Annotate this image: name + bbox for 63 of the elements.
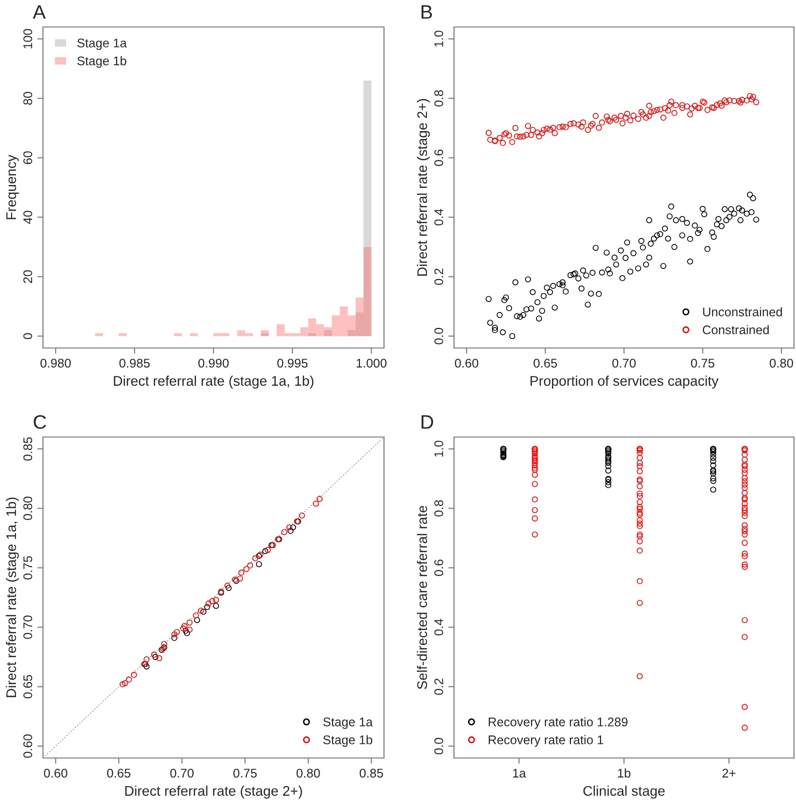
x-tick-label: 0.990 xyxy=(198,358,229,368)
chart-title: A xyxy=(32,5,46,19)
y-axis-title: Frequency xyxy=(6,154,19,220)
y-tick-label: 0.75 xyxy=(23,556,32,580)
x-tick-label: 0.70 xyxy=(612,358,636,368)
y-tick-label: 0.80 xyxy=(23,496,32,520)
y-tick-label: 0.4 xyxy=(434,208,444,226)
x-tick-label: 0.60 xyxy=(454,358,478,368)
legend-label: Unconstrained xyxy=(703,307,782,316)
x-tick-label: 2+ xyxy=(722,768,736,778)
y-axis-title: Direct referral rate (stage 2+) xyxy=(416,99,430,276)
y-tick-label: 1.0 xyxy=(434,30,444,47)
legend-label: Stage 1b xyxy=(77,56,126,68)
x-tick-label: 0.60 xyxy=(44,768,68,778)
legend-label: Recovery rate ratio 1 xyxy=(488,735,604,747)
legend-label: Stage 1b xyxy=(323,735,372,747)
legend-label: Stage 1a xyxy=(323,718,373,729)
y-tick-label: 60 xyxy=(23,151,32,164)
y-tick-label: 0.60 xyxy=(23,734,32,758)
y-tick-label: 0.6 xyxy=(434,560,444,576)
y-tick-label: 0.4 xyxy=(434,618,444,636)
x-tick-label: 0.75 xyxy=(691,358,714,368)
x-tick-label: 0.70 xyxy=(170,768,194,778)
y-tick-label: 40 xyxy=(23,210,32,224)
x-axis-title: Direct referral rate (stage 2+) xyxy=(125,786,302,799)
x-tick-label: 1b xyxy=(618,768,630,778)
y-tick-label: 0 xyxy=(23,333,32,340)
y-tick-label: 0.0 xyxy=(434,328,444,344)
y-tick-label: 0.70 xyxy=(23,616,32,639)
x-tick-label: 0.980 xyxy=(40,358,71,368)
x-axis-title: Proportion of services capacity xyxy=(530,376,719,389)
x-tick-label: 0.985 xyxy=(119,358,150,368)
x-tick-label: 0.995 xyxy=(277,358,308,368)
x-tick-label: 0.65 xyxy=(534,358,557,368)
x-axis-title: Direct referral rate (stage 1a, 1b) xyxy=(114,376,314,389)
y-tick-label: 0.85 xyxy=(23,437,32,461)
x-tick-label: 1a xyxy=(513,768,526,778)
y-tick-label: 100 xyxy=(23,28,32,48)
x-axis-title: Clinical stage xyxy=(583,786,665,799)
y-axis-title: Direct referral rate (stage 1a, 1b) xyxy=(6,498,19,698)
y-tick-label: 0.6 xyxy=(434,150,444,166)
y-tick-label: 20 xyxy=(23,270,32,283)
x-tick-label: 1.000 xyxy=(356,358,387,368)
chart-title: C xyxy=(34,415,46,429)
y-tick-label: 0.2 xyxy=(434,678,444,695)
y-tick-label: 0.2 xyxy=(434,268,444,285)
y-tick-label: 0.65 xyxy=(23,675,32,698)
y-tick-label: 0.8 xyxy=(434,500,444,517)
x-tick-label: 0.65 xyxy=(107,768,130,778)
y-axis-title: Self-directed care referral rate xyxy=(416,506,428,690)
x-tick-label: 0.85 xyxy=(360,768,384,778)
y-tick-label: 0.8 xyxy=(434,90,444,107)
y-tick-label: 1.0 xyxy=(434,440,444,457)
legend-label: Recovery rate ratio 1.289 xyxy=(488,717,628,729)
chart-title: B xyxy=(422,5,432,19)
x-tick-label: 0.80 xyxy=(296,768,320,778)
legend-label: Constrained xyxy=(702,325,769,334)
legend-label: Stage 1a xyxy=(77,38,127,50)
x-tick-label: 0.80 xyxy=(770,358,794,368)
y-tick-label: 0.0 xyxy=(434,738,444,754)
x-tick-label: 0.75 xyxy=(233,768,257,778)
chart-title: D xyxy=(422,415,434,429)
y-tick-label: 80 xyxy=(23,92,32,105)
